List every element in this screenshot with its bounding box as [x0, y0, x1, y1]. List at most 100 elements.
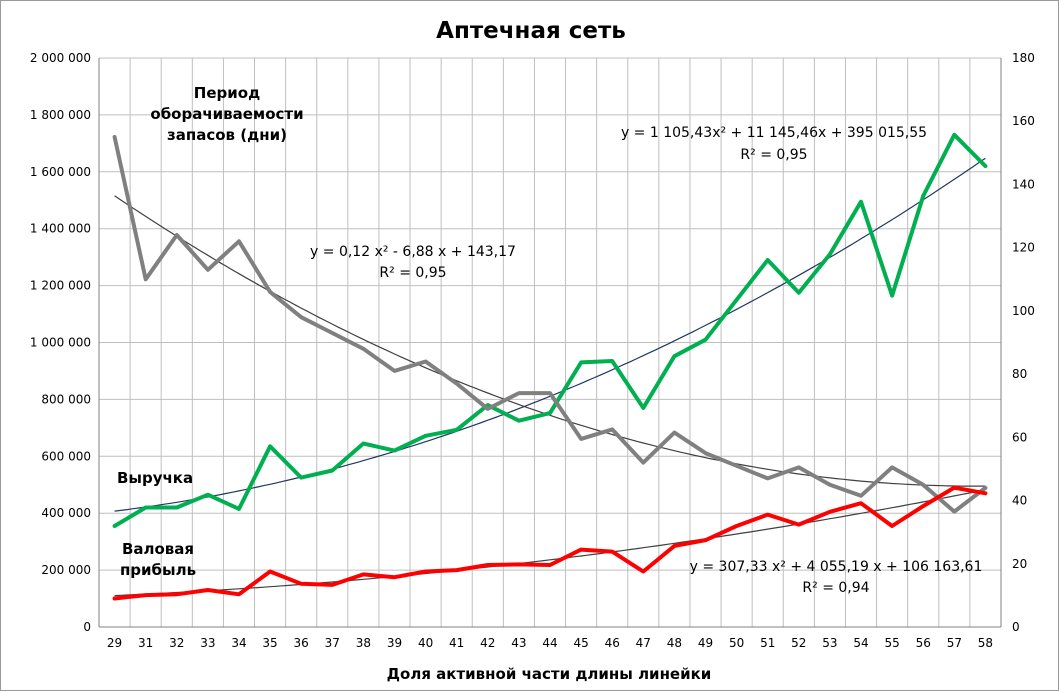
gross-profit-point	[859, 501, 863, 505]
y2-tick-label: 160	[1012, 114, 1035, 128]
gross-profit-point	[206, 588, 210, 592]
y2-tick-label: 80	[1012, 367, 1027, 381]
turnover-period-point	[486, 407, 490, 411]
revenue-point	[952, 133, 956, 137]
y2-tick-label: 100	[1012, 304, 1035, 318]
y2-tick-label: 40	[1012, 494, 1027, 508]
revenue-point	[890, 293, 894, 298]
turnover-period-point	[890, 465, 894, 469]
turnover-period-point	[548, 391, 552, 395]
revenue-label: Выручка	[117, 469, 193, 487]
revenue-trend-r2: R² = 0,95	[740, 147, 807, 163]
y-tick-label: 1 800 000	[30, 108, 91, 122]
x-tick-label: 56	[916, 636, 931, 650]
y2-tick-label: 140	[1012, 177, 1035, 191]
turnover-period-trend-equation: y = 0,12 x² - 6,88 x + 143,17	[310, 244, 516, 260]
x-tick-label: 43	[511, 636, 526, 650]
x-tick-label: 42	[480, 636, 495, 650]
revenue-point	[517, 419, 521, 423]
gross-profit-point	[890, 524, 894, 528]
turnover-period-point	[703, 451, 708, 455]
turnover-period-point	[579, 437, 583, 441]
turnover-period-point	[735, 464, 739, 468]
revenue-point	[735, 298, 739, 302]
turnover-period-point	[797, 465, 801, 469]
turnover-period-point	[423, 359, 428, 364]
x-tick-label: 50	[729, 636, 744, 650]
turnover-period-point	[921, 483, 925, 487]
x-tick-label: 51	[760, 636, 775, 650]
revenue-point	[299, 476, 303, 480]
x-tick-label: 58	[978, 636, 993, 650]
turnover-period-point	[361, 347, 365, 351]
gross-profit-label: прибыль	[120, 561, 196, 579]
trendline-1	[114, 195, 986, 487]
gross-profit-point	[672, 544, 677, 548]
gross-profit-point	[486, 563, 490, 567]
turnover-period-point	[641, 461, 645, 465]
y-tick-label: 2 000 000	[30, 51, 91, 65]
x-tick-label: 48	[667, 636, 682, 650]
gross-profit-point	[641, 569, 645, 574]
turnover-period-point	[330, 331, 334, 335]
x-tick-label: 32	[169, 636, 184, 650]
revenue-point	[548, 411, 552, 415]
gross-profit-point	[144, 593, 148, 597]
revenue-point	[828, 252, 832, 256]
revenue-point	[983, 164, 988, 168]
turnover-period-label: Период	[194, 84, 260, 102]
x-tick-label: 52	[791, 636, 806, 650]
revenue-point	[423, 434, 428, 438]
x-tick-label: 31	[138, 636, 153, 650]
x-tick-label: 57	[947, 636, 962, 650]
x-tick-label: 40	[418, 636, 433, 650]
y-tick-label: 1 200 000	[30, 279, 91, 293]
gross-profit-point	[330, 583, 334, 587]
y2-tick-label: 60	[1012, 430, 1027, 444]
y2-tick-label: 0	[1012, 620, 1020, 634]
gross-profit-point	[703, 538, 708, 542]
gross-profit-point	[237, 592, 241, 596]
x-tick-label: 33	[200, 636, 215, 650]
gross-profit-point	[797, 522, 801, 527]
revenue-point	[206, 493, 210, 497]
turnover-period-point	[983, 486, 988, 490]
turnover-period-point	[828, 483, 832, 487]
x-tick-label: 29	[107, 636, 122, 650]
x-tick-label: 45	[573, 636, 588, 650]
revenue-point	[144, 505, 148, 510]
chart-title: Аптечная сеть	[436, 18, 626, 44]
x-tick-label: 46	[605, 636, 620, 650]
turnover-period-point	[672, 430, 677, 435]
gross-profit-point	[517, 562, 521, 567]
gross-profit-point	[392, 575, 397, 579]
gross-profit-trend-r2: R² = 0,94	[802, 580, 869, 596]
x-tick-label: 55	[884, 636, 899, 650]
turnover-period-trend-r2: R² = 0,95	[379, 265, 446, 281]
gross-profit-point	[268, 569, 272, 574]
revenue-point	[672, 354, 677, 358]
turnover-period-point	[517, 391, 521, 395]
x-tick-label: 37	[325, 636, 340, 650]
y-tick-label: 200 000	[41, 563, 91, 577]
turnover-period-label: запасов (дни)	[167, 126, 287, 144]
turnover-period-point	[766, 476, 770, 481]
turnover-period-point	[455, 381, 459, 386]
revenue-point	[797, 291, 801, 295]
gross-profit-point	[455, 568, 459, 572]
gross-profit-point	[952, 485, 956, 490]
y2-tick-label: 120	[1012, 241, 1035, 255]
gross-profit-point	[983, 491, 988, 495]
gross-profit-point	[766, 513, 770, 517]
turnover-period-point	[392, 369, 397, 373]
trendline-2	[114, 489, 986, 597]
x-tick-label: 53	[822, 636, 837, 650]
gross-profit-point	[361, 572, 365, 576]
gross-profit-point	[112, 596, 117, 601]
gross-profit-point	[610, 550, 614, 554]
gross-profit-point	[299, 582, 303, 586]
gross-profit-point	[175, 592, 179, 596]
turnover-period-point	[299, 315, 303, 319]
y-tick-label: 1 000 000	[30, 336, 91, 350]
